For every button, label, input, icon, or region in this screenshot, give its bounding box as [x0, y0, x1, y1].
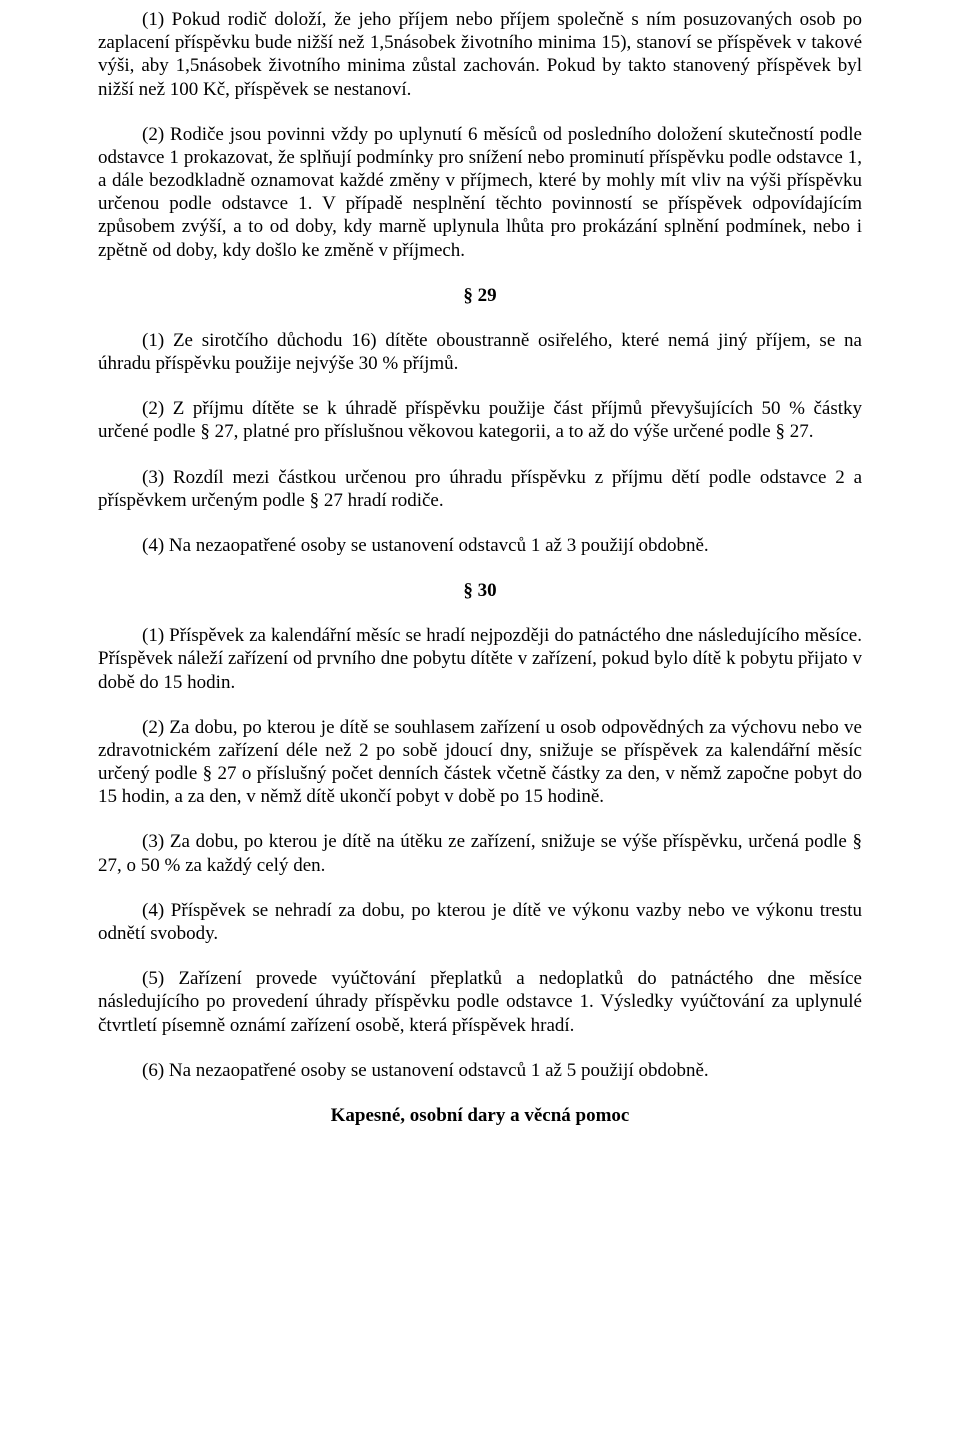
- paragraph-30-3: (3) Za dobu, po kterou je dítě na útěku …: [98, 830, 862, 876]
- section-heading-kapesne: Kapesné, osobní dary a věcná pomoc: [98, 1104, 862, 1127]
- paragraph-29-2: (2) Z příjmu dítěte se k úhradě příspěvk…: [98, 397, 862, 443]
- section-30-number: § 30: [98, 579, 862, 602]
- paragraph-30-2: (2) Za dobu, po kterou je dítě se souhla…: [98, 716, 862, 809]
- paragraph-28-1: (1) Pokud rodič doloží, že jeho příjem n…: [98, 8, 862, 101]
- paragraph-30-4: (4) Příspěvek se nehradí za dobu, po kte…: [98, 899, 862, 945]
- paragraph-30-6: (6) Na nezaopatřené osoby se ustanovení …: [98, 1059, 862, 1082]
- section-29-number: § 29: [98, 284, 862, 307]
- paragraph-29-4: (4) Na nezaopatřené osoby se ustanovení …: [98, 534, 862, 557]
- paragraph-30-5: (5) Zařízení provede vyúčtování přeplatk…: [98, 967, 862, 1037]
- paragraph-30-1: (1) Příspěvek za kalendářní měsíc se hra…: [98, 624, 862, 694]
- paragraph-29-3: (3) Rozdíl mezi částkou určenou pro úhra…: [98, 466, 862, 512]
- paragraph-29-1: (1) Ze sirotčího důchodu 16) dítěte obou…: [98, 329, 862, 375]
- paragraph-28-2: (2) Rodiče jsou povinni vždy po uplynutí…: [98, 123, 862, 262]
